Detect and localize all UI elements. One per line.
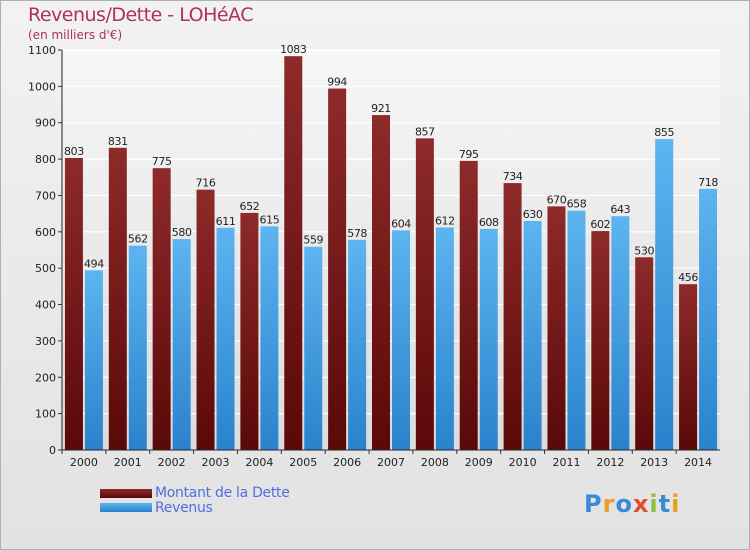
bar-revenus	[611, 216, 630, 450]
bar-revenus	[260, 226, 279, 450]
x-tick-label: 2007	[377, 456, 405, 469]
y-tick-label: 900	[35, 117, 56, 130]
bar-dette	[459, 160, 478, 450]
data-label-dette: 734	[503, 170, 523, 183]
x-tick-label: 2003	[202, 456, 230, 469]
bar-dette	[635, 257, 654, 450]
data-label-revenus: 494	[84, 257, 104, 270]
data-label-revenus: 604	[391, 217, 411, 230]
bar-dette	[372, 115, 390, 450]
data-label-dette: 670	[547, 193, 567, 206]
y-tick-label: 0	[49, 444, 56, 457]
data-label-revenus: 615	[260, 213, 280, 226]
y-tick-label: 700	[35, 189, 56, 202]
bar-dette	[108, 147, 127, 450]
data-label-revenus: 718	[698, 176, 718, 189]
y-tick-label: 300	[35, 335, 56, 348]
data-label-revenus: 612	[435, 214, 455, 227]
bar-dette	[240, 212, 259, 450]
bar-revenus	[435, 227, 454, 450]
bar-revenus	[304, 246, 323, 450]
bar-revenus	[479, 228, 498, 450]
bar-dette	[284, 56, 303, 450]
bar-revenus	[128, 245, 147, 450]
bar-revenus	[172, 239, 191, 450]
data-label-dette: 803	[64, 145, 84, 158]
bar-revenus	[567, 210, 586, 450]
chart-title: Revenus/Dette - LOHéAC	[28, 4, 253, 26]
chart-subtitle: (en milliers d'€)	[28, 28, 123, 42]
y-tick-label: 400	[35, 299, 56, 312]
data-label-revenus: 580	[172, 226, 192, 239]
x-tick-label: 2000	[70, 456, 98, 469]
x-tick-label: 2011	[552, 456, 580, 469]
x-tick-label: 2005	[289, 456, 317, 469]
legend-label-dette: Montant de la Dette	[155, 485, 290, 501]
x-tick-label: 2009	[465, 456, 493, 469]
bar-revenus	[348, 239, 367, 450]
bar-revenus	[392, 230, 410, 450]
data-label-revenus: 562	[128, 233, 148, 246]
x-tick-label: 2004	[245, 456, 273, 469]
legend-swatch-revenus	[100, 503, 152, 512]
bar-dette	[64, 158, 83, 450]
y-tick-label: 100	[35, 408, 56, 421]
y-tick-label: 1000	[28, 80, 56, 93]
bar-revenus	[699, 188, 718, 450]
x-tick-label: 2012	[596, 456, 624, 469]
data-label-revenus: 658	[567, 198, 587, 211]
x-tick-label: 2002	[158, 456, 186, 469]
y-tick-label: 500	[35, 262, 56, 275]
x-tick-label: 2008	[421, 456, 449, 469]
bar-revenus	[523, 220, 542, 450]
bar-revenus	[84, 270, 103, 450]
plot-area	[62, 50, 720, 450]
y-tick-label: 1100	[28, 44, 56, 57]
x-tick-label: 2013	[640, 456, 668, 469]
bar-revenus	[655, 139, 674, 450]
bar-dette	[591, 231, 610, 450]
bar-dette	[328, 88, 347, 450]
x-tick-label: 2014	[684, 456, 712, 469]
data-label-dette: 530	[634, 244, 654, 257]
data-label-dette: 795	[459, 148, 479, 161]
data-label-dette: 716	[196, 177, 216, 190]
data-label-revenus: 578	[347, 227, 367, 240]
data-label-dette: 994	[327, 76, 347, 89]
x-tick-label: 2001	[114, 456, 142, 469]
data-label-dette: 775	[152, 155, 172, 168]
data-label-dette: 652	[240, 200, 260, 213]
y-tick-label: 600	[35, 226, 56, 239]
bar-dette	[503, 183, 522, 450]
data-label-revenus: 559	[303, 234, 323, 247]
data-label-revenus: 630	[523, 208, 543, 221]
data-label-revenus: 611	[216, 215, 236, 228]
x-tick-label: 2006	[333, 456, 361, 469]
legend-label-revenus: Revenus	[155, 500, 213, 516]
bar-revenus	[216, 227, 235, 450]
bar-dette	[547, 206, 566, 450]
legend-swatch-dette	[100, 489, 152, 498]
proxiti-logo: Proxiti	[584, 490, 681, 518]
y-tick-label: 800	[35, 153, 56, 166]
data-label-dette: 921	[371, 102, 391, 115]
data-label-dette: 602	[590, 218, 610, 231]
data-label-dette: 857	[415, 125, 435, 138]
data-label-dette: 1083	[280, 43, 307, 56]
x-tick-label: 2010	[509, 456, 537, 469]
data-label-revenus: 608	[479, 216, 499, 229]
bar-dette	[415, 138, 434, 450]
bar-dette	[152, 168, 171, 450]
data-label-revenus: 643	[610, 203, 630, 216]
bar-dette	[679, 284, 698, 450]
bar-dette	[196, 189, 215, 451]
data-label-revenus: 855	[654, 126, 674, 139]
y-tick-label: 200	[35, 371, 56, 384]
data-label-dette: 831	[108, 135, 128, 148]
data-label-dette: 456	[678, 271, 698, 284]
